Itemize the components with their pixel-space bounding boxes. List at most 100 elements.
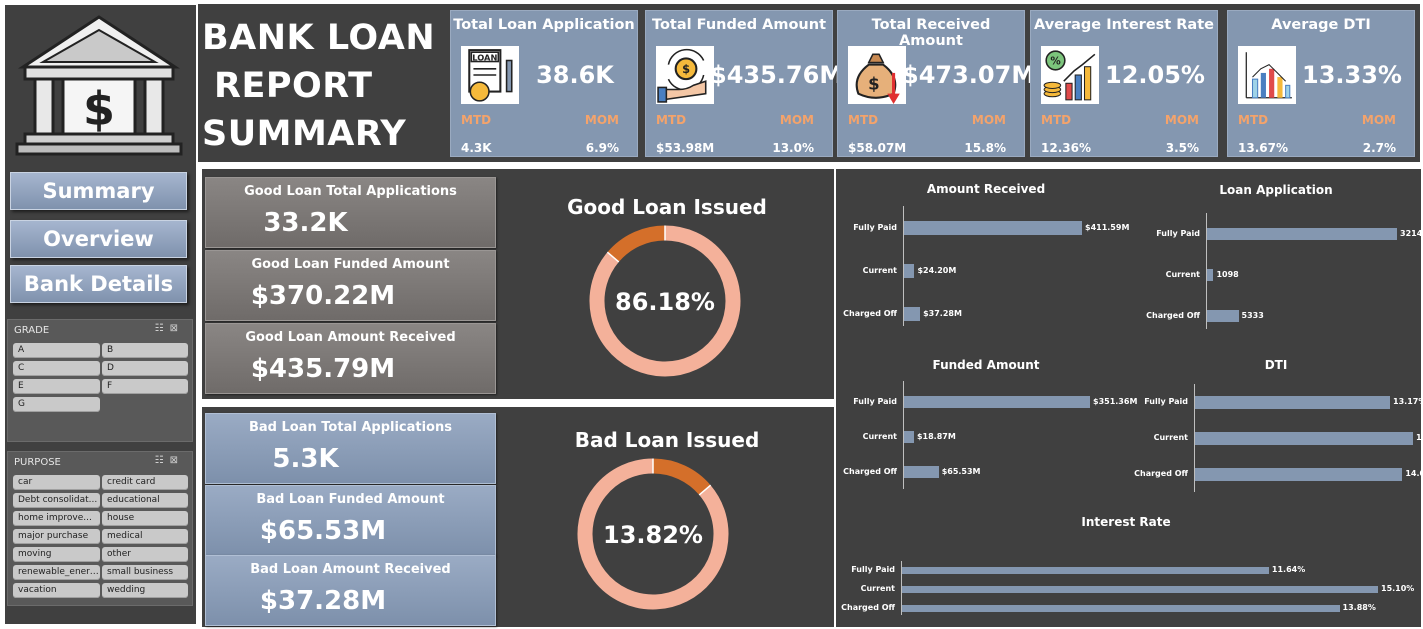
category-label: Current <box>1165 270 1200 279</box>
svg-text:$: $ <box>83 82 115 136</box>
stat-value: $370.22M <box>250 281 396 311</box>
slicer-tools-icon[interactable]: ☷⊠ <box>154 323 184 334</box>
kpi-value: 38.6K <box>536 61 614 89</box>
grade-slicer-label: GRADE <box>14 324 50 336</box>
grade-chip[interactable]: D <box>102 361 188 376</box>
chart-axis <box>1194 384 1195 492</box>
value-label: 13.88% <box>1342 603 1376 612</box>
bad-loan-funded-card: Bad Loan Funded Amount $65.53M <box>205 485 496 556</box>
category-label: Fully Paid <box>853 223 897 232</box>
grade-chip[interactable]: G <box>13 397 100 412</box>
nav-bank-details-button[interactable]: Bank Details <box>10 265 187 303</box>
value-label: 13.17% <box>1393 397 1423 406</box>
bar <box>902 585 1378 593</box>
purpose-chip[interactable]: Debt consolidat... <box>13 493 100 508</box>
purpose-chip[interactable]: medical <box>102 529 188 544</box>
bar <box>904 466 939 478</box>
kpi-card: Average Interest Rate% 12.05% MTD MOM 12.36%… <box>1030 10 1218 157</box>
purpose-chip[interactable]: credit card <box>102 475 188 490</box>
category-label: Charged Off <box>843 467 897 476</box>
value-label: 5333 <box>1241 311 1264 320</box>
donut-percent-label: 13.82% <box>603 521 703 549</box>
grade-chip[interactable]: E <box>13 379 100 394</box>
purpose-chip[interactable]: vacation <box>13 583 100 598</box>
donut-separator <box>606 251 620 263</box>
purpose-chip[interactable]: house <box>102 511 188 526</box>
grade-chip[interactable]: B <box>102 343 188 358</box>
svg-text:$: $ <box>868 75 880 94</box>
purpose-chip[interactable]: small business <box>102 565 188 580</box>
purpose-chip[interactable]: renewable_energy <box>13 565 100 580</box>
kpi-mtd-value: 12.36% <box>1041 141 1091 155</box>
chart-axis <box>903 206 904 326</box>
purpose-chip[interactable]: wedding <box>102 583 188 598</box>
donut-segment-remainder <box>577 458 729 610</box>
nav-overview-button[interactable]: Overview <box>10 220 187 258</box>
kpi-mtd-label: MTD <box>1238 113 1269 127</box>
stat-value: 5.3K <box>272 444 339 474</box>
kpi-title: Average Interest Rate <box>1034 17 1214 33</box>
bank-icon: $ <box>15 15 183 156</box>
bar <box>904 264 915 278</box>
value-label: 14.00% <box>1405 469 1423 478</box>
kpi-mom-value: 6.9% <box>585 141 619 155</box>
good-loan-applications-card: Good Loan Total Applications 33.2K <box>205 177 496 248</box>
kpi-value: $435.76M <box>710 61 844 89</box>
stat-value: $37.28M <box>259 586 387 616</box>
purpose-chip[interactable]: home improve... <box>13 511 100 526</box>
report-title-line: BANK LOAN <box>202 18 436 58</box>
kpi-card: Total Loan Application LOAN 38.6K MTD MOM 4.3… <box>450 10 638 157</box>
purpose-chip[interactable]: moving <box>13 547 100 562</box>
chart-title: Loan Application <box>1219 183 1333 197</box>
grade-chip[interactable]: C <box>13 361 100 376</box>
chart-axis <box>901 561 902 615</box>
bad-loan-received-card: Bad Loan Amount Received $37.28M <box>205 555 496 626</box>
stat-label: Bad Loan Amount Received <box>250 562 451 577</box>
value-label: $65.53M <box>941 467 981 476</box>
category-label: Current <box>862 266 897 275</box>
purpose-chip[interactable]: car <box>13 475 100 490</box>
purpose-slicer-label: PURPOSE <box>14 456 61 468</box>
grade-chip[interactable]: F <box>102 379 188 394</box>
value-label: 1098 <box>1216 270 1239 279</box>
slicer-tools-icon[interactable]: ☷⊠ <box>154 455 184 466</box>
kpi-mom-value: 13.0% <box>772 141 814 155</box>
kpi-value: $473.07M <box>902 61 1036 89</box>
purpose-chip[interactable]: other <box>102 547 188 562</box>
value-label: 32145 <box>1400 229 1423 238</box>
nav-summary-button[interactable]: Summary <box>10 172 187 210</box>
category-label: Charged Off <box>841 603 895 612</box>
kpi-mom-value: 2.7% <box>1362 141 1396 155</box>
kpi-card: Total Funded Amount $ $435.76M MTD MOM $53.98… <box>645 10 844 157</box>
svg-text:LOAN: LOAN <box>472 53 497 63</box>
kpi-mtd-value: 4.3K <box>461 141 492 155</box>
bar <box>902 604 1340 612</box>
stat-value: $65.53M <box>259 516 387 546</box>
chart-title: DTI <box>1264 358 1288 372</box>
chart-axis <box>903 381 904 489</box>
kpi-mom-label: MOM <box>584 113 619 127</box>
value-label: $351.36M <box>1093 397 1138 406</box>
bar <box>904 396 1090 408</box>
kpi-mtd-label: MTD <box>848 113 879 127</box>
kpi-mtd-value: 13.67% <box>1238 141 1288 155</box>
kpi-title: Average DTI <box>1271 17 1371 33</box>
kpi-mtd-label: MTD <box>461 113 492 127</box>
kpi-card: Total Received Amount $ $473.07M MTD MOM $58.… <box>837 10 1036 157</box>
category-label: Charged Off <box>1146 311 1200 320</box>
good-loan-received-card: Good Loan Amount Received $435.79M <box>205 323 496 394</box>
good-loan-panel: Good Loan Total Applications 33.2K Good … <box>202 169 834 399</box>
grade-chip[interactable]: A <box>13 343 100 358</box>
value-label: $24.20M <box>917 266 957 275</box>
bad-loan-panel: Bad Loan Total Applications 5.3K Bad Loa… <box>202 407 834 627</box>
donut-percent-label: 86.18% <box>615 288 715 316</box>
purpose-chip[interactable]: educational <box>102 493 188 508</box>
bar <box>902 566 1269 574</box>
report-title: BANK LOAN REPORT SUMMARY <box>202 14 442 158</box>
bar <box>904 431 914 443</box>
bar-chart-icon <box>1238 46 1296 104</box>
sidebar: $ Summary Overview Bank Details GRADE ☷⊠… <box>5 5 196 624</box>
donut-segment-remainder <box>607 225 666 263</box>
purpose-chip[interactable]: major purchase <box>13 529 100 544</box>
kpi-mom-value: 3.5% <box>1165 141 1199 155</box>
